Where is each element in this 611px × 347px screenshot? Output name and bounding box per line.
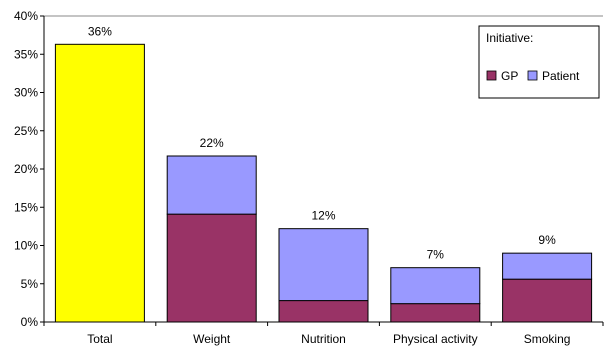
bar-gp [166,213,257,323]
x-tick-label: Weight [193,332,231,346]
data-label: 36% [88,24,112,38]
y-tick-label: 10% [14,239,38,253]
legend-label-patient: Patient [542,69,580,83]
data-label: 7% [427,248,445,262]
data-label: 22% [200,136,224,150]
y-tick-label: 20% [14,162,38,176]
bar-total [54,43,145,323]
y-tick-label: 40% [14,9,38,23]
data-label: 12% [311,209,335,223]
legend-label-gp: GP [501,69,518,83]
y-tick-label: 30% [14,86,38,100]
y-tick-label: 5% [21,277,39,291]
legend-swatch-patient [527,70,538,81]
bar-patient [390,267,481,305]
legend-swatch-gp [486,70,497,81]
bar-gp [502,278,593,323]
bar-gp [390,303,481,323]
y-tick-label: 0% [21,315,39,329]
bar-patient [278,228,369,302]
x-tick-label: Total [87,332,112,346]
data-label: 9% [538,233,556,247]
bar-patient [166,155,257,215]
x-tick-label: Smoking [524,332,571,346]
x-tick-label: Nutrition [301,332,346,346]
y-tick-label: 35% [14,47,38,61]
bar-patient [502,252,593,280]
y-tick-label: 15% [14,200,38,214]
y-tick-label: 25% [14,124,38,138]
data-labels: 36% 22% 12% 7% 9% [88,24,556,261]
bar-gp [278,300,369,323]
legend: Initiative: GP Patient [478,25,600,99]
bars [54,43,593,323]
legend-box [478,25,600,99]
legend-title: Initiative: [486,31,533,45]
x-tick-label: Physical activity [393,332,478,346]
